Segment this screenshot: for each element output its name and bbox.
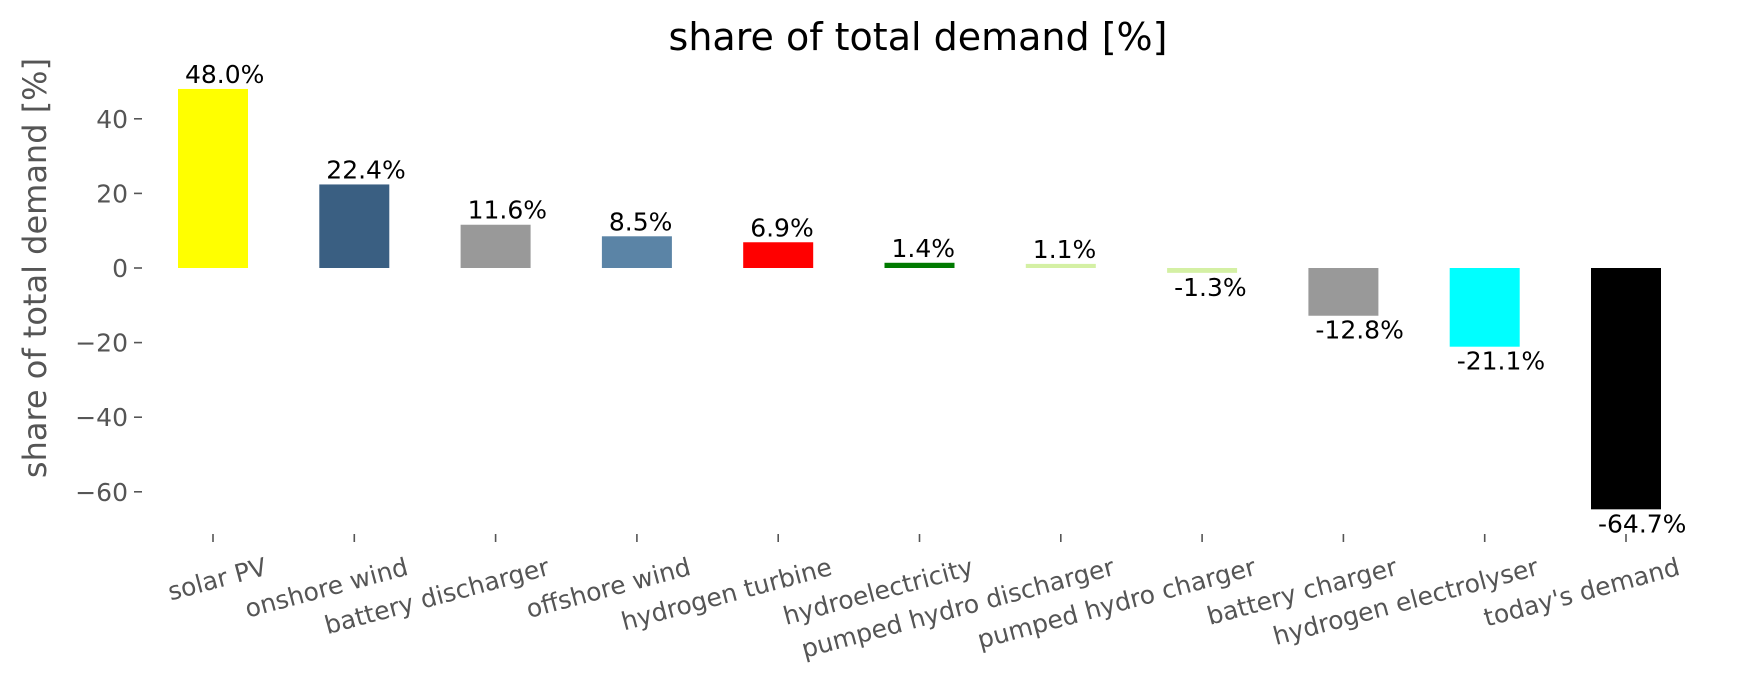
y-tick-label: −60 [75, 478, 128, 507]
bar [460, 224, 531, 268]
y-tick-label: 40 [96, 105, 128, 134]
y-tick-label: −40 [75, 403, 128, 432]
bar [1449, 268, 1520, 347]
bar [1025, 263, 1096, 268]
bar [1591, 268, 1661, 510]
data-labels: 48.0% 22.4% 11.6% 8.5% 6.9% 1.4% 1.1% -1.3% -12.… [185, 60, 1686, 538]
y-axis-label: share of total demand [%] [16, 58, 54, 478]
data-label: -1.3% [1174, 273, 1247, 302]
data-label: 6.9% [750, 213, 814, 242]
data-label: -21.1% [1457, 347, 1545, 376]
bar [1167, 268, 1238, 273]
bar [178, 88, 248, 269]
bars [178, 88, 1661, 510]
bar [319, 184, 390, 268]
data-label: 8.5% [609, 207, 673, 236]
data-label: 11.6% [468, 196, 547, 225]
bar [1308, 268, 1379, 316]
y-axis: 40 20 0 −20 −40 −60 [75, 105, 142, 507]
data-label: 1.4% [892, 234, 956, 263]
data-label: 48.0% [185, 60, 264, 89]
bar [743, 242, 814, 268]
data-label: 22.4% [326, 155, 405, 184]
data-label: 1.1% [1033, 235, 1097, 264]
y-tick-label: 20 [96, 179, 128, 208]
data-label: -12.8% [1315, 316, 1403, 345]
y-tick-label: 0 [112, 254, 128, 283]
data-label: -64.7% [1598, 509, 1686, 538]
y-tick-label: −20 [75, 329, 128, 358]
chart-title: share of total demand [%] [669, 15, 1168, 59]
bar [601, 236, 672, 268]
bar [884, 262, 955, 268]
